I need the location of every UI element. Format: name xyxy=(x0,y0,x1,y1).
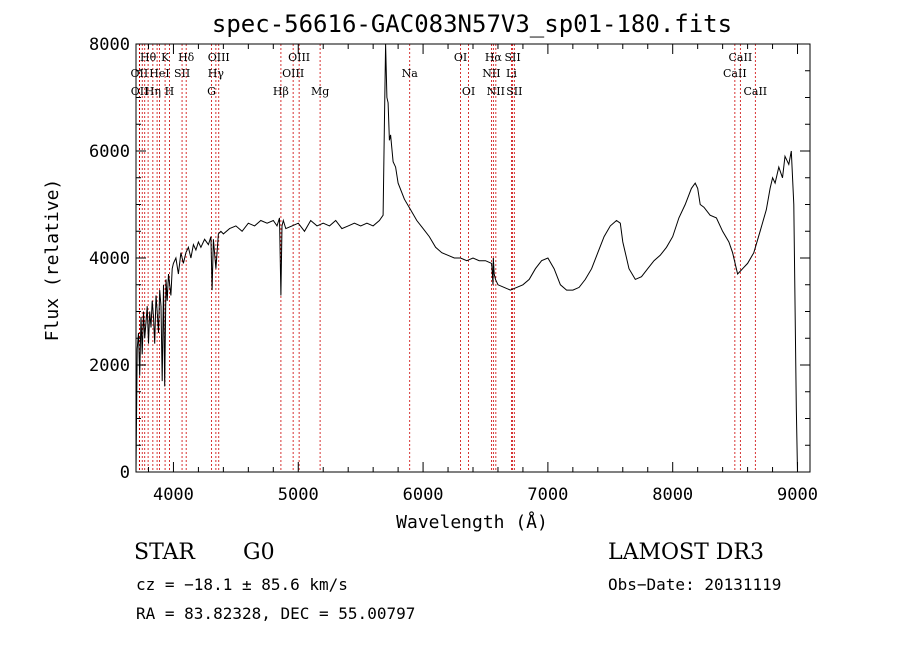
spectral-line-label: SII xyxy=(504,51,520,64)
spectral-line-label: OII xyxy=(131,67,149,80)
spectral-line-label: HeI xyxy=(149,67,169,80)
spectral-line-label: OIII xyxy=(208,51,230,64)
spectral-line-label: Li xyxy=(506,67,517,80)
axes: 4000 5000 6000 7000 8000 9000 0 2000 4000 6000 800… xyxy=(89,35,818,505)
spectral-line-label: OIII xyxy=(282,67,304,80)
spectral-line-label: Hγ xyxy=(208,67,225,80)
spectral-line-label: Hβ xyxy=(273,85,289,98)
y-tick-label: 2000 xyxy=(89,356,130,376)
spectral-line-label: Hα xyxy=(485,51,503,64)
spectral-line-label: NII xyxy=(487,85,505,98)
spectral-line-label: SII xyxy=(174,67,190,80)
y-axis-label: Flux (relative) xyxy=(42,179,63,342)
spectral-line-label: CaII xyxy=(723,67,747,80)
spectral-line-label: CaII xyxy=(743,85,767,98)
spectral-line-markers xyxy=(138,44,756,472)
spectral-line-label: G xyxy=(207,85,216,98)
x-tick-label: 6000 xyxy=(403,485,444,505)
spectral-line-label: OII xyxy=(131,85,149,98)
chart-title: spec-56616-GAC083N57V3_sp01-180.fits xyxy=(212,10,732,38)
spectral-line-label: OI xyxy=(454,51,467,64)
x-tick-label: 7000 xyxy=(527,485,568,505)
x-axis-label: Wavelength (Å) xyxy=(396,511,548,533)
object-subclass: G0 xyxy=(243,540,275,565)
y-tick-label: 4000 xyxy=(89,249,130,269)
spectral-line-label: Hη xyxy=(145,85,161,98)
y-tick-label: 6000 xyxy=(89,142,130,162)
redshift-cz: cz = −18.1 ± 85.6 km/s xyxy=(136,575,348,594)
y-tick-label: 8000 xyxy=(89,35,130,55)
survey-name: LAMOST DR3 xyxy=(608,540,764,565)
x-tick-label: 5000 xyxy=(278,485,319,505)
spectral-line-label: OIII xyxy=(288,51,310,64)
spectral-line-label: OI xyxy=(462,85,475,98)
spectral-line-label: Hδ xyxy=(178,51,195,64)
spectral-line-label: SII xyxy=(506,85,522,98)
spectral-line-label: Hθ xyxy=(140,51,157,64)
spectral-line-label: Na xyxy=(402,67,419,80)
spectral-line-label: K xyxy=(161,51,170,64)
spectral-line-label: H xyxy=(165,85,175,98)
spectral-line-label: Mg xyxy=(311,85,329,98)
x-tick-label: 9000 xyxy=(777,485,818,505)
spectrum-line xyxy=(135,43,798,473)
x-tick-label: 8000 xyxy=(652,485,693,505)
spectral-line-label: CaII xyxy=(729,51,753,64)
spectral-line-label: NII xyxy=(482,67,500,80)
object-class: STAR xyxy=(134,540,195,565)
observation-date: Obs−Date: 20131119 xyxy=(608,575,782,594)
y-tick-label: 0 xyxy=(120,463,130,483)
coordinates: RA = 83.82328, DEC = 55.00797 xyxy=(136,604,416,623)
x-tick-label: 4000 xyxy=(153,485,194,505)
